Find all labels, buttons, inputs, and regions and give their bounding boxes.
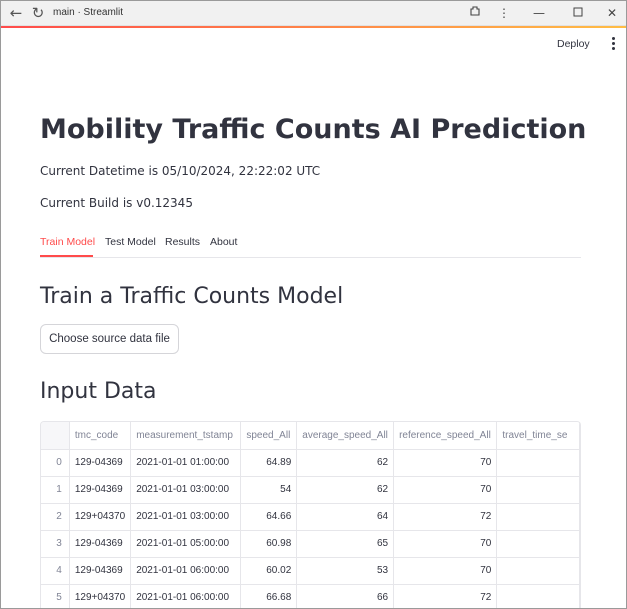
column-header[interactable]: average_speed_All [296, 422, 395, 450]
column-header[interactable]: travel_time_se [496, 422, 580, 450]
minimize-icon[interactable]: — [533, 6, 545, 20]
back-arrow-icon[interactable]: ← [9, 4, 23, 22]
tab-bar: Train Model Test Model Results About [40, 235, 581, 258]
table-cell[interactable]: 2021-01-01 05:00:00 [130, 530, 242, 558]
table-row: 4 129-04369 2021-01-01 06:00:00 60.02 53… [41, 557, 580, 585]
row-index: 0 [41, 449, 70, 477]
maximize-icon[interactable] [569, 4, 587, 22]
tab-test-model[interactable]: Test Model [105, 236, 156, 248]
active-tab-indicator [40, 255, 93, 257]
table-cell[interactable]: 60.02 [240, 557, 298, 585]
extensions-icon[interactable] [466, 4, 484, 22]
row-index: 4 [41, 557, 70, 585]
table-cell[interactable]: 129-04369 [69, 557, 132, 585]
table-cell[interactable]: 129-04369 [69, 530, 132, 558]
deploy-button[interactable]: Deploy [557, 38, 590, 50]
datetime-text: Current Datetime is 05/10/2024, 22:22:02… [40, 164, 321, 178]
column-header[interactable]: measurement_tstamp [130, 422, 242, 450]
table-cell[interactable]: 2021-01-01 03:00:00 [130, 503, 242, 531]
input-data-title: Input Data [40, 379, 157, 404]
choose-file-button[interactable]: Choose source data file [40, 324, 179, 354]
data-table[interactable]: tmc_code measurement_tstamp speed_All av… [40, 421, 581, 608]
table-cell[interactable]: 2021-01-01 01:00:00 [130, 449, 242, 477]
table-cell[interactable]: 70 [393, 449, 498, 477]
table-cell[interactable]: 70 [393, 557, 498, 585]
table-cell[interactable]: 54 [240, 476, 298, 504]
index-header [41, 422, 70, 450]
table-cell[interactable] [496, 449, 580, 477]
main-menu-icon[interactable] [608, 35, 618, 53]
table-cell[interactable] [496, 476, 580, 504]
table-row: 2 129+04370 2021-01-01 03:00:00 64.66 64… [41, 503, 580, 531]
row-index: 5 [41, 584, 70, 608]
tab-results[interactable]: Results [165, 236, 201, 248]
table-row: 3 129-04369 2021-01-01 05:00:00 60.98 65… [41, 530, 580, 558]
row-index: 2 [41, 503, 70, 531]
table-cell[interactable]: 66 [296, 584, 395, 608]
table-cell[interactable] [496, 530, 580, 558]
title-bar: ← ↻ main · Streamlit ⋮ — ✕ [1, 1, 626, 26]
table-cell[interactable]: 66.68 [240, 584, 298, 608]
window-title: main · Streamlit [53, 7, 124, 18]
table-cell[interactable]: 2021-01-01 03:00:00 [130, 476, 242, 504]
table-cell[interactable]: 2021-01-01 06:00:00 [130, 557, 242, 585]
tab-train-model[interactable]: Train Model [40, 236, 96, 248]
table-cell[interactable]: 65 [296, 530, 395, 558]
row-index: 1 [41, 476, 70, 504]
tab-about[interactable]: About [210, 236, 238, 248]
table-cell[interactable]: 129+04370 [69, 503, 132, 531]
table-cell[interactable] [496, 584, 580, 608]
page-title: Mobility Traffic Counts AI Prediction [40, 114, 587, 145]
close-icon[interactable]: ✕ [606, 6, 618, 20]
column-header[interactable]: reference_speed_All [393, 422, 498, 450]
table-cell[interactable]: 64.89 [240, 449, 298, 477]
column-header[interactable]: speed_All [240, 422, 298, 450]
table-cell[interactable]: 72 [393, 503, 498, 531]
header-decoration [1, 26, 626, 28]
table-cell[interactable]: 72 [393, 584, 498, 608]
table-cell[interactable]: 62 [296, 476, 395, 504]
table-cell[interactable]: 70 [393, 476, 498, 504]
section-title: Train a Traffic Counts Model [40, 284, 344, 309]
more-options-icon[interactable]: ⋮ [498, 6, 510, 20]
table-row: 1 129-04369 2021-01-01 03:00:00 54 62 70 [41, 476, 580, 504]
table-cell[interactable]: 64.66 [240, 503, 298, 531]
table-cell[interactable]: 70 [393, 530, 498, 558]
row-index: 3 [41, 530, 70, 558]
table-cell[interactable]: 60.98 [240, 530, 298, 558]
table-cell[interactable]: 129+04370 [69, 584, 132, 608]
table-cell[interactable]: 62 [296, 449, 395, 477]
table-cell[interactable] [496, 503, 580, 531]
reload-icon[interactable]: ↻ [31, 4, 45, 22]
table-cell[interactable] [496, 557, 580, 585]
table-cell[interactable]: 53 [296, 557, 395, 585]
column-header[interactable]: tmc_code [69, 422, 132, 450]
build-text: Current Build is v0.12345 [40, 196, 193, 210]
table-cell[interactable]: 129-04369 [69, 476, 132, 504]
table-header-row: tmc_code measurement_tstamp speed_All av… [41, 422, 580, 450]
table-cell[interactable]: 2021-01-01 06:00:00 [130, 584, 242, 608]
table-cell[interactable]: 129-04369 [69, 449, 132, 477]
table-row: 0 129-04369 2021-01-01 01:00:00 64.89 62… [41, 449, 580, 477]
table-cell[interactable]: 64 [296, 503, 395, 531]
table-row: 5 129+04370 2021-01-01 06:00:00 66.68 66… [41, 584, 580, 608]
